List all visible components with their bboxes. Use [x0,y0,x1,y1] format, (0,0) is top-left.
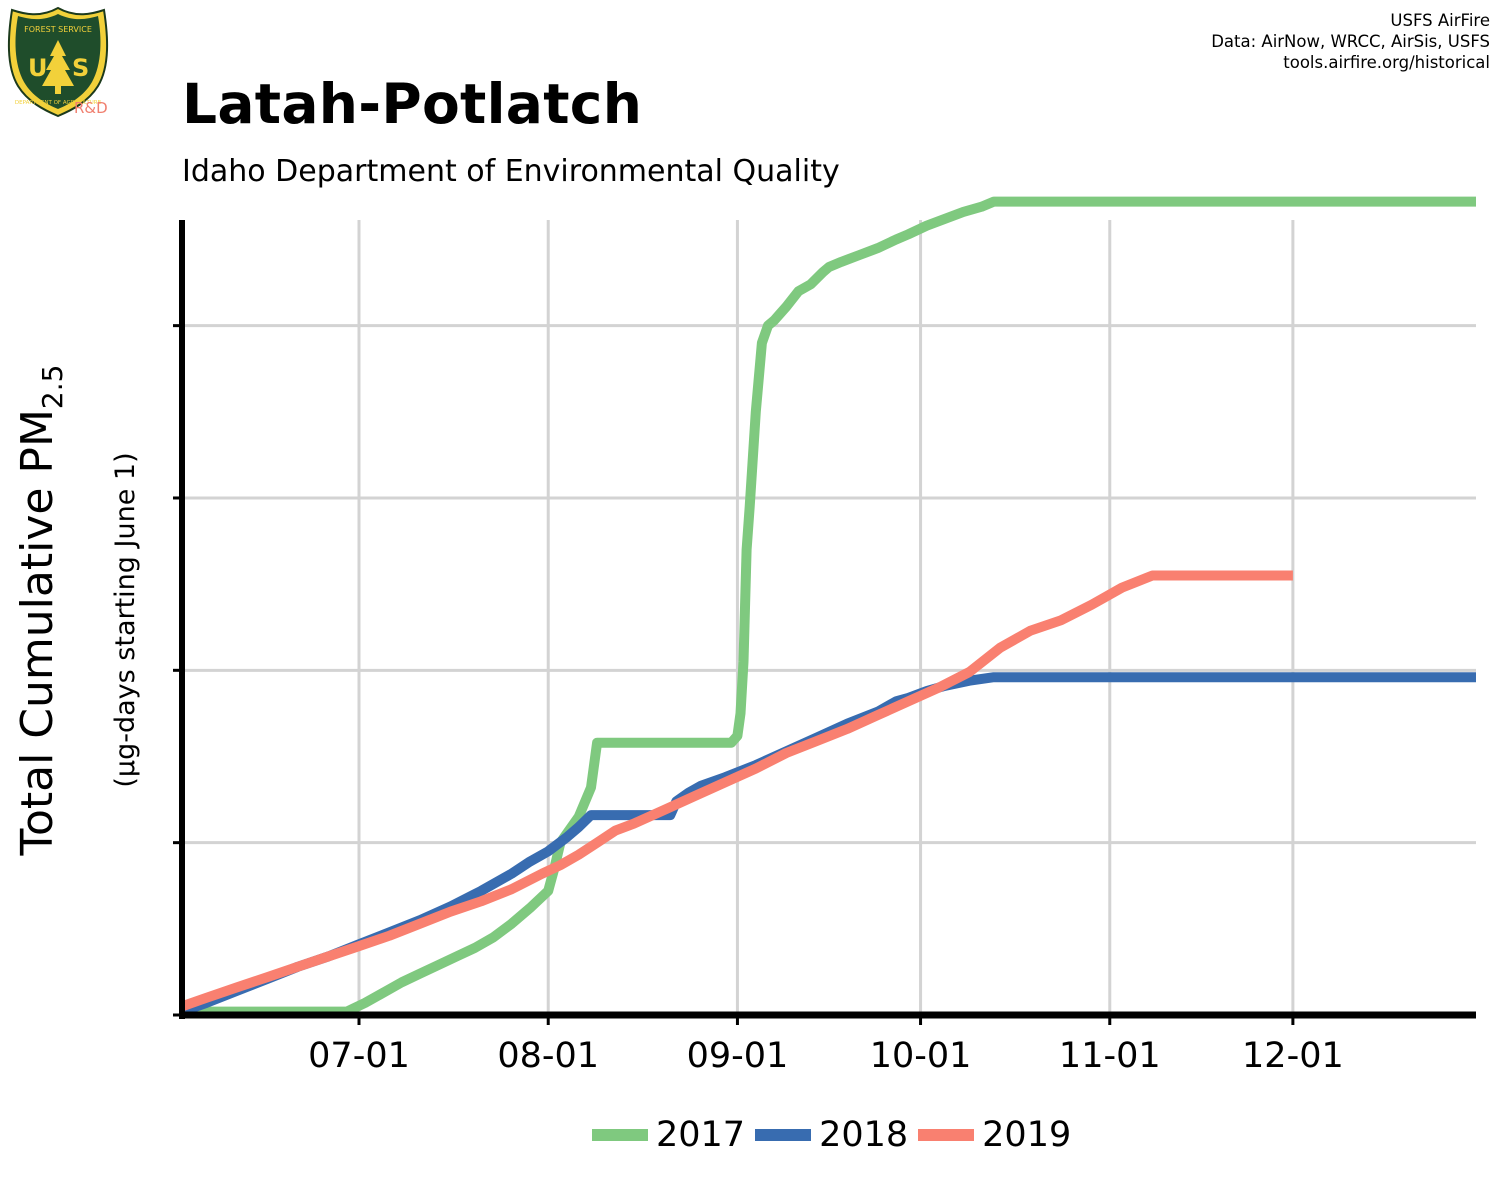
x-tick-label: 11-01 [1059,1036,1161,1076]
series-line-2017 [182,196,1476,1017]
legend-item-2017: 2017 [592,1115,745,1155]
svg-text:Total Cumulative PM2.5: Total Cumulative PM2.5 [12,365,69,857]
x-tick-label: 09-01 [687,1036,789,1076]
credit-line-1: USFS AirFire [1390,11,1490,30]
legend: 2017 2018 2019 [592,1112,1081,1158]
x-tick-label: 12-01 [1242,1036,1344,1076]
usfs-logo: U S FOREST SERVICE DEPARTMENT OF AGRICUL… [6,6,110,118]
y-axis-label: Total Cumulative PM2.5 (µg-days starting… [12,365,141,857]
x-tick-label: 07-01 [308,1036,410,1076]
legend-label-2018: 2018 [819,1115,909,1155]
credit-line-3: tools.airfire.org/historical [1283,53,1490,72]
chart-title: Latah-Potlatch [182,72,643,136]
grid [182,220,1476,1015]
legend-swatch-2018 [755,1129,812,1141]
x-tick-label: 10-01 [870,1036,972,1076]
logo-letter-s: S [72,54,89,82]
chart-subtitle: Idaho Department of Environmental Qualit… [182,154,840,189]
axes: 07-01 08-01 09-01 10-01 11-01 12-01 [173,220,1476,1076]
legend-swatch-2019 [918,1129,975,1141]
credit-line-2: Data: AirNow, WRCC, AirSis, USFS [1211,32,1490,51]
series-lines [180,196,1476,1017]
y-axis-units: (µg-days starting June 1) [110,452,141,787]
y-axis-title: Total Cumulative PM [12,409,63,856]
y-axis-subscript: 2.5 [36,365,69,410]
credit-block: USFS AirFire Data: AirNow, WRCC, AirSis,… [1211,10,1490,73]
logo-bottom-text: DEPARTMENT OF AGRICULTURE [15,100,102,106]
usfs-shield-icon: U S FOREST SERVICE DEPARTMENT OF AGRICUL… [7,6,109,118]
legend-label-2019: 2019 [982,1115,1072,1155]
logo-letter-u: U [28,54,48,82]
logo-rd-tag: R&D [74,99,108,117]
legend-label-2017: 2017 [656,1115,746,1155]
legend-swatch-2017 [592,1129,648,1141]
legend-item-2018: 2018 [755,1115,908,1155]
series-line-2018 [180,672,1476,1017]
logo-top-text: FOREST SERVICE [24,25,92,34]
legend-item-2019: 2019 [918,1115,1071,1155]
x-tick-label: 08-01 [497,1036,599,1076]
series-line-2019 [180,570,1293,1012]
